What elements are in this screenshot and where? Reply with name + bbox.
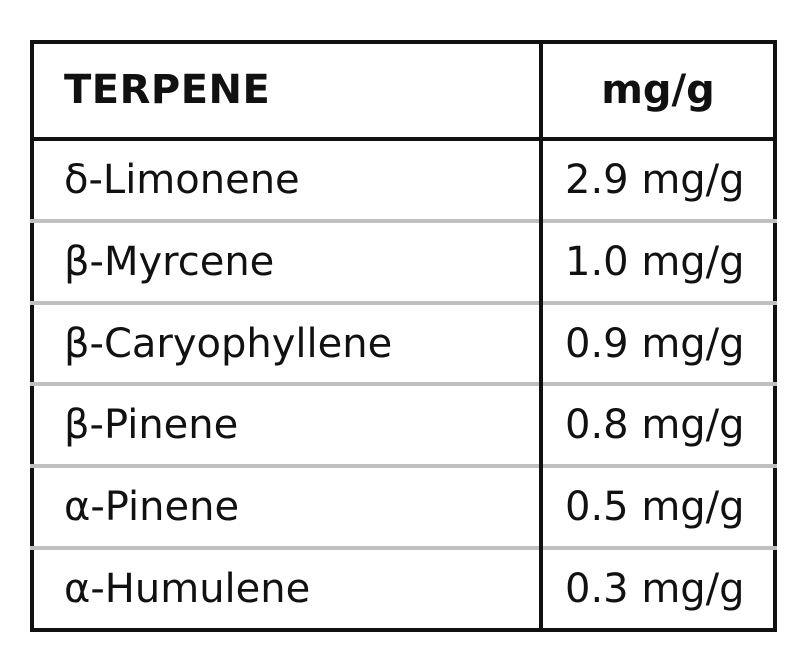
terpene-amount-cell: 1.0 mg/g bbox=[541, 218, 775, 303]
terpene-table: TERPENE mg/g δ-Limonene 2.9 mg/g β-Myrce… bbox=[30, 40, 777, 632]
terpene-name-cell: β-Myrcene bbox=[32, 218, 543, 303]
terpene-amount-cell: 0.3 mg/g bbox=[541, 546, 775, 630]
terpene-amount-cell: 0.9 mg/g bbox=[541, 300, 775, 385]
terpene-name-cell: δ-Limonene bbox=[32, 138, 543, 221]
table-header-row: TERPENE mg/g bbox=[32, 42, 775, 141]
table-row: β-Pinene 0.8 mg/g bbox=[32, 382, 775, 467]
terpene-name-cell: β-Pinene bbox=[32, 382, 543, 467]
terpene-name-cell: α-Pinene bbox=[32, 464, 543, 549]
terpene-name-cell: β-Caryophyllene bbox=[32, 300, 543, 385]
table-row: β-Myrcene 1.0 mg/g bbox=[32, 218, 775, 303]
terpene-amount-cell: 2.9 mg/g bbox=[565, 156, 745, 203]
table-row: δ-Limonene 2.9 mg/g bbox=[32, 138, 775, 221]
table-row: β-Caryophyllene 0.9 mg/g bbox=[32, 300, 775, 385]
terpene-amount-cell: 0.8 mg/g bbox=[541, 382, 775, 467]
terpene-name-cell: α-Humulene bbox=[32, 546, 543, 630]
table-row: α-Humulene 0.3 mg/g bbox=[32, 546, 775, 630]
header-amount: mg/g bbox=[541, 42, 775, 141]
table-row: α-Pinene 0.5 mg/g bbox=[32, 464, 775, 549]
terpene-amount-cell: 0.5 mg/g bbox=[541, 464, 775, 549]
header-terpene: TERPENE bbox=[32, 42, 543, 141]
